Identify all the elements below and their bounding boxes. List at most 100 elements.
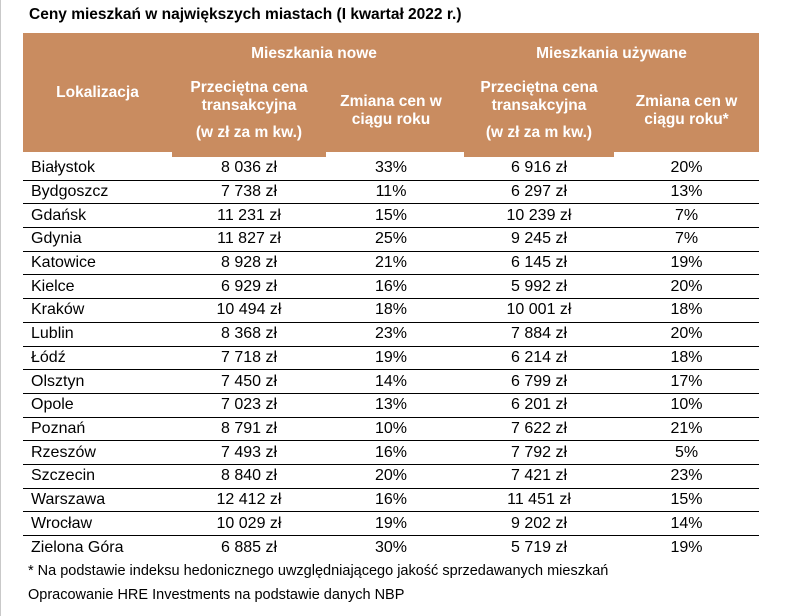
- new-price-cell: 8 928 zł: [220, 254, 278, 272]
- used-change-cell: 18%: [670, 348, 703, 366]
- new-price-cell: 8 791 zł: [220, 419, 278, 437]
- column-header-new-change: Zmiana cen w ciągu roku: [326, 66, 456, 152]
- used-price-cell: 6 214 zł: [510, 348, 568, 366]
- new-price-cell: 7 450 zł: [220, 372, 278, 390]
- table-row: Gdańsk 11 231 zł 15% 10 239 zł 7%: [23, 204, 759, 229]
- new-change-cell: 10%: [374, 419, 408, 437]
- city-cell: Szczecin: [31, 467, 96, 485]
- column-header-used-change: Zmiana cen w ciągu roku*: [614, 66, 759, 152]
- used-change-cell: 19%: [670, 538, 703, 556]
- new-price-cell: 7 023 zł: [220, 396, 278, 414]
- city-cell: Katowice: [31, 254, 96, 272]
- new-price-header-unit: (w zł za m kw.): [195, 123, 303, 141]
- used-price-cell: 6 916 zł: [510, 159, 568, 177]
- table-row: Łódź 7 718 zł 19% 6 214 zł 18%: [23, 347, 759, 371]
- footnote-hedonic: * Na podstawie indeksu hedonicznego uwzg…: [28, 563, 609, 579]
- new-change-cell: 11%: [375, 183, 407, 201]
- new-change-cell: 19%: [374, 348, 408, 366]
- used-price-cell: 9 245 zł: [510, 230, 568, 248]
- new-price-cell: 10 029 zł: [216, 514, 282, 532]
- city-cell: Zielona Góra: [31, 538, 124, 556]
- city-cell: Kielce: [31, 277, 75, 295]
- table-row: Szczecin 8 840 zł 20% 7 421 zł 23%: [23, 465, 759, 489]
- table-row: Białystok 8 036 zł 33% 6 916 zł 20%: [23, 157, 759, 181]
- table-row: Opole 7 023 zł 13% 6 201 zł 10%: [23, 394, 759, 418]
- used-change-cell: 20%: [670, 325, 703, 343]
- column-header-location: Lokalizacja: [23, 33, 172, 152]
- used-change-cell: 20%: [670, 277, 703, 295]
- table-row: Rzeszów 7 493 zł 16% 7 792 zł 5%: [23, 441, 759, 465]
- city-cell: Kraków: [31, 301, 85, 319]
- used-price-cell: 10 001 zł: [506, 301, 572, 319]
- new-price-cell: 8 036 zł: [220, 159, 278, 177]
- used-change-header-label: Zmiana cen w ciągu roku*: [635, 93, 738, 128]
- used-change-cell: 14%: [670, 514, 703, 532]
- table-row: Kraków 10 494 zł 18% 10 001 zł 18%: [23, 299, 759, 323]
- used-price-cell: 11 451 zł: [507, 490, 571, 508]
- new-change-cell: 15%: [374, 206, 408, 224]
- used-price-cell: 6 145 zł: [510, 254, 568, 272]
- used-change-cell: 18%: [670, 301, 703, 319]
- city-cell: Poznań: [31, 419, 86, 437]
- table-body: Białystok 8 036 zł 33% 6 916 zł 20% Bydg…: [23, 157, 759, 560]
- used-price-header-label: Przeciętna cena transakcyjna: [480, 78, 598, 114]
- group-header-used: Mieszkania używane: [464, 33, 759, 66]
- used-price-cell: 6 799 zł: [510, 372, 568, 390]
- used-price-cell: 7 792 zł: [510, 443, 568, 461]
- new-change-cell: 18%: [374, 301, 408, 319]
- city-cell: Lublin: [31, 325, 74, 343]
- new-change-cell: 33%: [374, 159, 408, 177]
- table-row: Zielona Góra 6 885 zł 30% 5 719 zł 19%: [23, 536, 759, 560]
- city-cell: Białystok: [31, 159, 96, 177]
- used-price-cell: 6 297 zł: [510, 183, 568, 201]
- used-change-cell: 19%: [670, 254, 703, 272]
- new-price-cell: 7 718 zł: [220, 348, 278, 366]
- used-price-cell: 5 992 zł: [510, 277, 568, 295]
- new-price-cell: 12 412 zł: [216, 490, 282, 508]
- new-price-cell: 7 493 zł: [220, 443, 278, 461]
- city-cell: Wrocław: [31, 514, 93, 532]
- new-change-cell: 16%: [374, 443, 408, 461]
- footnote-source: Opracowanie HRE Investments na podstawie…: [28, 587, 405, 603]
- used-change-cell: 17%: [670, 372, 703, 390]
- group-header-new: Mieszkania nowe: [172, 33, 456, 66]
- new-change-cell: 19%: [374, 514, 408, 532]
- city-cell: Opole: [31, 396, 74, 414]
- table-row: Kielce 6 929 zł 16% 5 992 zł 20%: [23, 275, 759, 300]
- used-change-cell: 15%: [670, 490, 703, 508]
- new-change-cell: 14%: [374, 372, 408, 390]
- used-price-header-unit: (w zł za m kw.): [485, 123, 593, 141]
- city-cell: Bydgoszcz: [31, 183, 109, 201]
- group-header-used-label: Mieszkania używane: [536, 44, 687, 62]
- new-price-cell: 8 368 zł: [220, 325, 278, 343]
- table-header: Lokalizacja Mieszkania nowe Mieszkania u…: [23, 33, 759, 157]
- city-cell: Łódź: [31, 348, 66, 366]
- table-row: Bydgoszcz 7 738 zł 11% 6 297 zł 13%: [23, 181, 759, 205]
- new-price-cell: 10 494 zł: [216, 301, 282, 319]
- new-change-cell: 16%: [374, 490, 408, 508]
- new-price-cell: 6 885 zł: [220, 538, 278, 556]
- table-row: Wrocław 10 029 zł 19% 9 202 zł 14%: [23, 512, 759, 536]
- table-row: Warszawa 12 412 zł 16% 11 451 zł 15%: [23, 489, 759, 513]
- used-change-cell: 21%: [670, 419, 703, 437]
- table-row: Olsztyn 7 450 zł 14% 6 799 zł 17%: [23, 370, 759, 394]
- group-header-new-label: Mieszkania nowe: [251, 44, 377, 62]
- table-row: Lublin 8 368 zł 23% 7 884 zł 20%: [23, 323, 759, 347]
- used-change-cell: 7%: [674, 230, 699, 248]
- table-row: Poznań 8 791 zł 10% 7 622 zł 21%: [23, 418, 759, 442]
- used-price-cell: 7 622 zł: [510, 419, 568, 437]
- new-price-cell: 6 929 zł: [220, 277, 278, 295]
- used-change-cell: 20%: [670, 159, 703, 177]
- page-title: Ceny mieszkań w największych miastach (I…: [29, 6, 462, 23]
- used-price-cell: 5 719 zł: [510, 538, 568, 556]
- city-cell: Warszawa: [31, 490, 106, 508]
- new-price-header-label: Przeciętna cena transakcyjna: [190, 78, 308, 114]
- used-change-cell: 23%: [670, 467, 703, 485]
- city-cell: Rzeszów: [31, 443, 96, 461]
- prices-table: Lokalizacja Mieszkania nowe Mieszkania u…: [23, 33, 759, 560]
- used-price-cell: 7 884 zł: [510, 325, 568, 343]
- used-change-cell: 13%: [670, 183, 703, 201]
- used-price-cell: 9 202 zł: [510, 514, 568, 532]
- column-header-new-price: Przeciętna cena transakcyjna (w zł za m …: [172, 66, 326, 157]
